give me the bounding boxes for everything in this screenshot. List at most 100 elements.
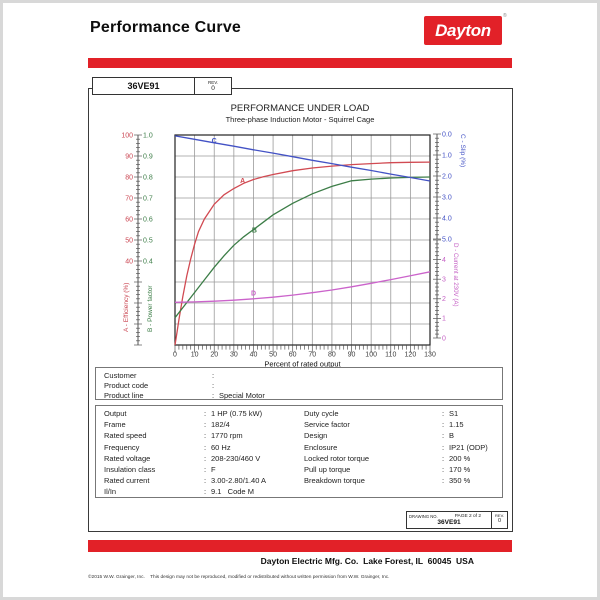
- table-row: Enclosure: IP21 (ODP): [296, 442, 488, 453]
- table-row: Service factor:1.15: [296, 419, 488, 430]
- current-tick-label: 2: [442, 296, 446, 303]
- revision-value: 0: [211, 84, 215, 92]
- row-label: Rated speed: [104, 431, 147, 441]
- spec-column-right: Duty cycle: S1 Service factor:1.15 Design: B…: [296, 408, 488, 486]
- row-label: Output: [104, 409, 127, 418]
- row-label: Locked rotor torque: [304, 453, 370, 463]
- current-axis-title: D - Current at 230V (A): [452, 243, 459, 307]
- dayton-logo-text: Dayton: [435, 20, 491, 40]
- table-row: Rated voltage:208-230/460 V: [96, 453, 266, 464]
- drawing-main-cell: DRAWING NO. PAGE 2 of 2 36VE91: [407, 512, 491, 528]
- separator: :: [204, 487, 207, 497]
- row-value: 3.00-2.80/1.40 A: [211, 476, 267, 486]
- copyright-notice: ©2015 W.W. Grainger, Inc. This design ma…: [88, 575, 390, 580]
- page-title: Performance Curve: [90, 19, 242, 36]
- current-tick-label: 4: [442, 257, 446, 264]
- row-label: Frame: [104, 420, 126, 430]
- row-label: Customer: [104, 370, 137, 380]
- curve-D: [174, 271, 431, 303]
- x-tick-label: 80: [328, 352, 336, 359]
- row-label: Insulation class: [104, 465, 156, 475]
- separator: :: [204, 476, 207, 486]
- spec-column-left: Output:1 HP (0.75 kW) Frame:182/4 Rated sp…: [96, 408, 266, 498]
- customer-info-box: Customer: Product code: Product line: Speci…: [95, 367, 503, 400]
- separator: :: [204, 431, 207, 441]
- curve-label-B: B: [252, 228, 257, 235]
- drawing-no-label: DRAWING NO.: [409, 513, 438, 519]
- company-address: Dayton Electric Mfg. Co. Lake Forest, IL…: [260, 556, 474, 566]
- row-label: Rated current: [104, 476, 150, 486]
- separator: :: [442, 465, 445, 475]
- power-factor-tick-label: 0.7: [143, 195, 153, 202]
- efficiency-tick-label: 90: [125, 153, 133, 160]
- drawing-number: 36VE91: [437, 519, 461, 526]
- separator: :: [204, 453, 207, 463]
- separator: :: [442, 442, 445, 452]
- row-value: 350 %: [449, 476, 471, 486]
- x-tick-label: 0: [173, 352, 177, 359]
- table-row: Breakdown torque:350 %: [296, 475, 488, 486]
- model-number-box: 36VE91 REV. 0: [92, 77, 232, 95]
- current-tick-label: 1: [442, 316, 446, 323]
- chart-subtitle: Three-phase Induction Motor - Squirrel C…: [225, 115, 375, 124]
- power-factor-tick-label: 0.9: [143, 153, 153, 160]
- row-value: 200 %: [449, 453, 471, 463]
- row-label: Product code: [104, 380, 149, 390]
- chart-grid: [175, 135, 430, 345]
- row-value: F: [211, 465, 216, 475]
- row-label: Design: [304, 431, 328, 441]
- row-label: Service factor: [304, 420, 350, 430]
- curve-C: [174, 135, 431, 182]
- efficiency-axis-title: A - Efficiency (%): [123, 283, 130, 332]
- curve-B: [174, 176, 431, 319]
- table-row: Rated speed:1770 rpm: [96, 430, 266, 441]
- performance-chart: ABCD1009080706050401.00.90.80.70.60.50.4…: [121, 131, 466, 368]
- x-tick-label: 40: [250, 352, 258, 359]
- separator: :: [204, 442, 207, 452]
- table-row: Insulation class: F: [96, 464, 266, 475]
- separator: :: [212, 380, 215, 390]
- x-tick-label: 110: [385, 352, 396, 359]
- row-value: 1.15: [449, 420, 464, 430]
- row-value: S1: [449, 409, 459, 418]
- drawing-rev-value: 0: [497, 518, 502, 524]
- table-row: Product line: Special Motor: [96, 391, 502, 401]
- x-tick-label: 70: [308, 352, 316, 359]
- slip-tick-label: 1.0: [442, 152, 452, 159]
- x-tick-label: 100: [365, 352, 377, 359]
- registered-trademark-icon: ®: [503, 13, 507, 19]
- row-label: Frequency: [104, 442, 140, 452]
- x-tick-label: 20: [210, 352, 218, 359]
- x-tick-label: 50: [269, 352, 277, 359]
- table-row: Frame:182/4: [96, 419, 266, 430]
- slip-tick-label: 2.0: [442, 173, 452, 180]
- x-tick-label: 10: [191, 352, 199, 359]
- separator: :: [442, 453, 445, 463]
- x-tick-label: 60: [289, 352, 297, 359]
- row-value: B: [449, 431, 455, 441]
- row-label: Product line: [104, 390, 144, 400]
- slip-axis-title: C - Slip (%): [459, 134, 466, 167]
- chart-title: PERFORMANCE UNDER LOAD: [230, 103, 370, 114]
- row-value: 9.1 Code M: [211, 487, 254, 497]
- specifications-box: Output:1 HP (0.75 kW) Frame:182/4 Rated sp…: [95, 405, 503, 498]
- row-label: Rated voltage: [104, 453, 151, 463]
- curve-label-C: C: [212, 138, 217, 145]
- table-row: Customer:: [96, 371, 502, 381]
- table-row: Frequency:60 Hz: [96, 442, 266, 453]
- table-row: Design: B: [296, 430, 488, 441]
- power-factor-tick-label: 0.8: [143, 174, 153, 181]
- plot-border: [174, 134, 431, 346]
- separator: :: [442, 476, 445, 486]
- page-indicator: PAGE 2 of 2: [454, 513, 481, 519]
- separator: :: [442, 409, 445, 418]
- slip-tick-label: 5.0: [442, 236, 452, 243]
- curve-label-A: A: [240, 178, 245, 185]
- row-value: 1 HP (0.75 kW): [211, 409, 263, 418]
- separator: :: [204, 420, 207, 430]
- table-row: Output:1 HP (0.75 kW): [96, 408, 266, 419]
- efficiency-tick-label: 60: [125, 216, 133, 223]
- efficiency-tick-label: 100: [121, 132, 133, 139]
- row-label: Breakdown torque: [304, 476, 365, 486]
- separator: :: [212, 370, 215, 380]
